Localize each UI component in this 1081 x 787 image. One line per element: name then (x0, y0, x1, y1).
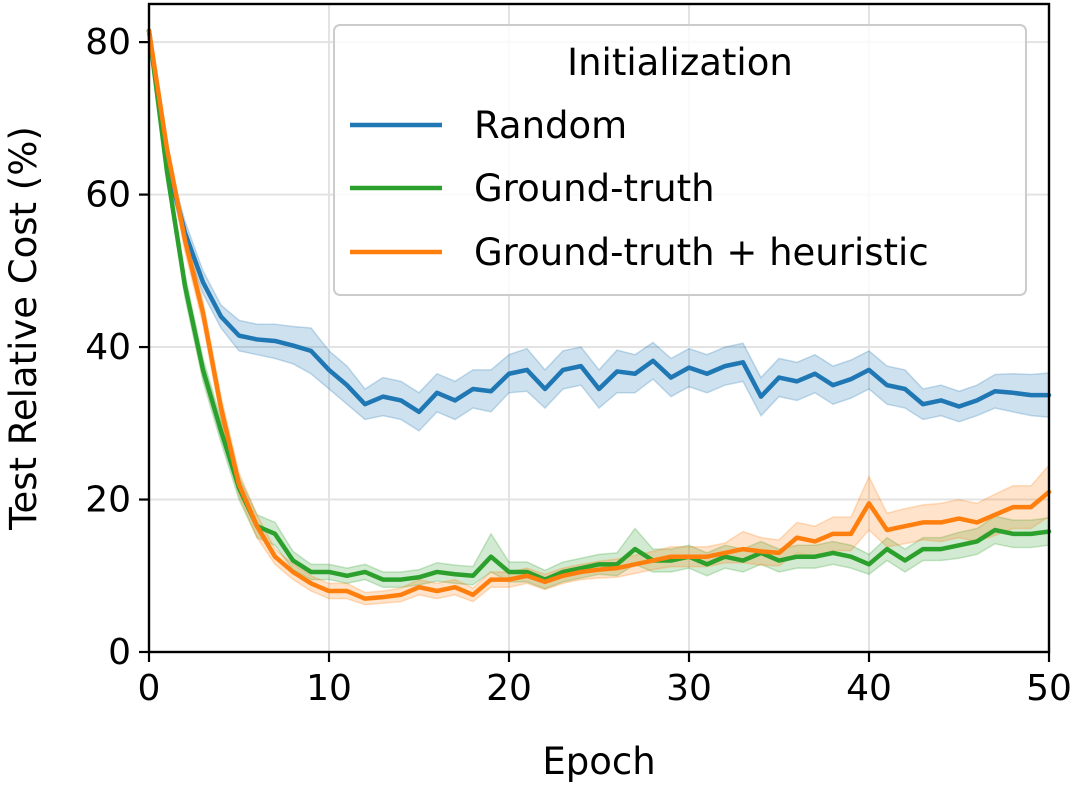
y-axis-ticks: 0 20 40 60 80 (85, 22, 149, 673)
x-tick-label: 40 (846, 668, 892, 709)
legend: Initialization Random Ground-truth Ground-… (333, 24, 1027, 296)
y-axis-label: Test Relative Cost (%) (2, 126, 45, 531)
x-tick-label: 50 (1026, 668, 1072, 709)
legend-label: Random (474, 104, 627, 147)
series-line (146, 28, 1052, 582)
y-tick-label: 60 (85, 175, 131, 216)
legend-items: Random Ground-truth Ground-truth + heurist… (350, 104, 929, 274)
x-tick-label: 20 (486, 668, 532, 709)
y-tick-label: 0 (108, 632, 131, 673)
legend-label: Ground-truth (474, 167, 715, 210)
legend-title: Initialization (567, 41, 793, 84)
y-tick-label: 20 (85, 480, 131, 521)
series-line (146, 28, 1052, 601)
series-lines (146, 28, 1052, 601)
legend-box (333, 24, 1027, 296)
x-tick-label: 10 (306, 668, 352, 709)
y-tick-label: 80 (85, 22, 131, 63)
series-line (146, 28, 1052, 415)
plot-frame (147, 2, 1051, 654)
x-axis-label: Epoch (542, 740, 655, 783)
x-tick-label: 0 (138, 668, 161, 709)
legend-label: Ground-truth + heuristic (474, 231, 929, 274)
x-tick-label: 30 (666, 668, 712, 709)
x-axis-ticks: 0 10 20 30 40 50 (138, 652, 1072, 709)
y-tick-label: 40 (85, 327, 131, 368)
